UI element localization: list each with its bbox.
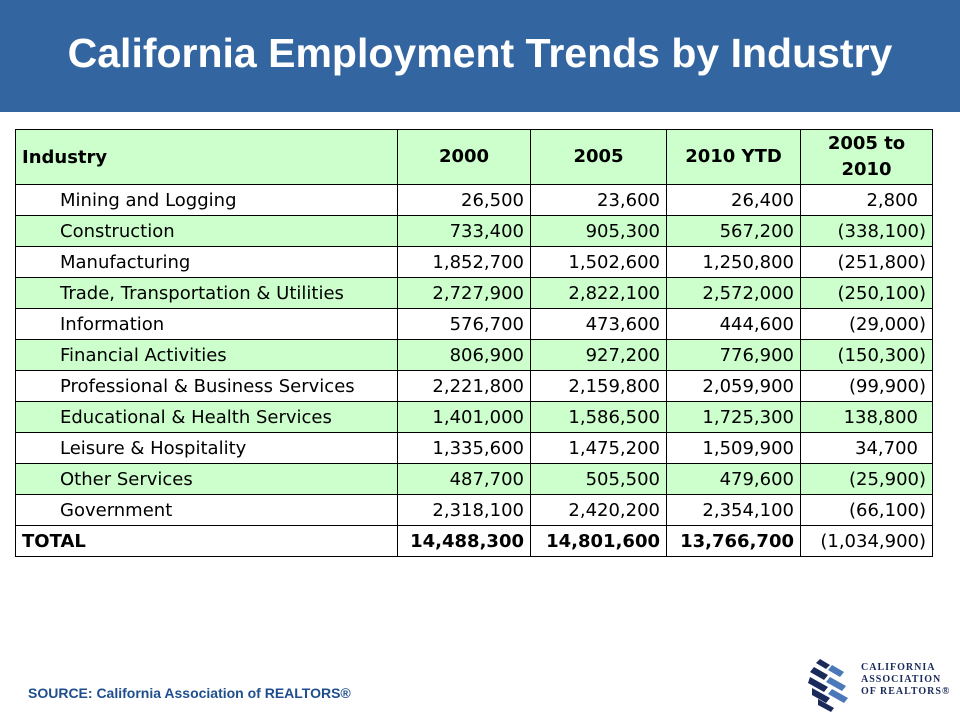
value-2005-cell: 505,500	[530, 463, 667, 495]
value-2005-cell: 1,475,200	[530, 432, 667, 464]
value-2010-cell: 444,600	[666, 308, 801, 340]
total-2010-cell: 13,766,700	[666, 525, 801, 557]
source-note: SOURCE: California Association of REALTO…	[28, 685, 351, 701]
industry-cell: Financial Activities	[15, 339, 398, 371]
industry-cell: Manufacturing	[15, 246, 398, 278]
table-row: Construction 733,400 905,300 567,200 (338,10…	[15, 215, 933, 247]
change-cell: (25,900)	[800, 463, 933, 495]
header-2005: 2005	[530, 129, 667, 185]
value-2010-cell: 2,572,000	[666, 277, 801, 309]
total-change-cell: (1,034,900)	[800, 525, 933, 557]
logo-line-2: ASSOCIATION	[861, 674, 942, 685]
industry-cell: Leisure & Hospitality	[15, 432, 398, 464]
title-banner: California Employment Trends by Industry	[0, 0, 960, 112]
value-2005-cell: 927,200	[530, 339, 667, 371]
value-2005-cell: 905,300	[530, 215, 667, 247]
header-2000: 2000	[397, 129, 531, 185]
logo-line-3: OF REALTORS®	[861, 686, 951, 697]
value-2000-cell: 576,700	[397, 308, 531, 340]
table-row: Leisure & Hospitality 1,335,600 1,475,200 1…	[15, 432, 933, 464]
header-industry: Industry	[15, 129, 398, 185]
value-2010-cell: 2,059,900	[666, 370, 801, 402]
industry-cell: Information	[15, 308, 398, 340]
total-2005-cell: 14,801,600	[530, 525, 667, 557]
value-2010-cell: 1,725,300	[666, 401, 801, 433]
table-row: Government 2,318,100 2,420,200 2,354,100 (66…	[15, 494, 933, 526]
table-header-row: Industry 2000 2005 2010 YTD 2005 to 2010	[15, 129, 933, 185]
page-title: California Employment Trends by Industry	[67, 30, 893, 76]
value-2000-cell: 1,401,000	[397, 401, 531, 433]
value-2000-cell: 2,318,100	[397, 494, 531, 526]
industry-cell: Professional & Business Services	[15, 370, 398, 402]
car-logo-mark-icon	[808, 659, 848, 712]
value-2005-cell: 1,586,500	[530, 401, 667, 433]
value-2005-cell: 2,822,100	[530, 277, 667, 309]
change-cell: (29,000)	[800, 308, 933, 340]
table-row: Trade, Transportation & Utilities 2,727,9…	[15, 277, 933, 309]
change-cell: (150,300)	[800, 339, 933, 371]
value-2000-cell: 487,700	[397, 463, 531, 495]
industry-cell: Other Services	[15, 463, 398, 495]
industry-cell: Government	[15, 494, 398, 526]
value-2005-cell: 473,600	[530, 308, 667, 340]
table-row: Manufacturing 1,852,700 1,502,600 1,250,800…	[15, 246, 933, 278]
car-logo: CALIFORNIA ASSOCIATION OF REALTORS®	[806, 655, 949, 713]
table-row: Mining and Logging 26,500 23,600 26,400 2,80…	[15, 184, 933, 216]
change-cell: 34,700	[800, 432, 933, 464]
value-2000-cell: 1,852,700	[397, 246, 531, 278]
change-cell: (251,800)	[800, 246, 933, 278]
table-row: Professional & Business Services 2,221,80…	[15, 370, 933, 402]
header-change-line2: 2010	[841, 159, 892, 180]
value-2000-cell: 1,335,600	[397, 432, 531, 464]
table-row: Financial Activities 806,900 927,200 776,90…	[15, 339, 933, 371]
value-2010-cell: 1,509,900	[666, 432, 801, 464]
change-cell: (99,900)	[800, 370, 933, 402]
table-row: Educational & Health Services 1,401,000 1,…	[15, 401, 933, 433]
value-2000-cell: 733,400	[397, 215, 531, 247]
table-row: Information 576,700 473,600 444,600 (29,000)	[15, 308, 933, 340]
value-2000-cell: 2,727,900	[397, 277, 531, 309]
value-2010-cell: 479,600	[666, 463, 801, 495]
industry-cell: Construction	[15, 215, 398, 247]
header-change-line1: 2005 to	[827, 133, 906, 154]
value-2010-cell: 776,900	[666, 339, 801, 371]
value-2000-cell: 2,221,800	[397, 370, 531, 402]
total-row: TOTAL 14,488,300 14,801,600 13,766,700 (1,03…	[15, 525, 933, 557]
table-row: Other Services 487,700 505,500 479,600 (25,9…	[15, 463, 933, 495]
header-change: 2005 to 2010	[800, 129, 933, 185]
value-2010-cell: 2,354,100	[666, 494, 801, 526]
value-2005-cell: 2,420,200	[530, 494, 667, 526]
industry-cell: Mining and Logging	[15, 184, 398, 216]
value-2010-cell: 26,400	[666, 184, 801, 216]
industry-cell: Trade, Transportation & Utilities	[15, 277, 398, 309]
value-2005-cell: 2,159,800	[530, 370, 667, 402]
value-2000-cell: 26,500	[397, 184, 531, 216]
total-label-cell: TOTAL	[15, 525, 398, 557]
total-2000-cell: 14,488,300	[397, 525, 531, 557]
industry-cell: Educational & Health Services	[15, 401, 398, 433]
value-2010-cell: 1,250,800	[666, 246, 801, 278]
value-2010-cell: 567,200	[666, 215, 801, 247]
value-2000-cell: 806,900	[397, 339, 531, 371]
change-cell: 138,800	[800, 401, 933, 433]
value-2005-cell: 1,502,600	[530, 246, 667, 278]
change-cell: (338,100)	[800, 215, 933, 247]
change-cell: (250,100)	[800, 277, 933, 309]
logo-line-1: CALIFORNIA	[861, 662, 936, 673]
change-cell: 2,800	[800, 184, 933, 216]
employment-table: Industry 2000 2005 2010 YTD 2005 to 2010…	[15, 129, 933, 557]
header-2010-ytd: 2010 YTD	[666, 129, 801, 185]
value-2005-cell: 23,600	[530, 184, 667, 216]
change-cell: (66,100)	[800, 494, 933, 526]
